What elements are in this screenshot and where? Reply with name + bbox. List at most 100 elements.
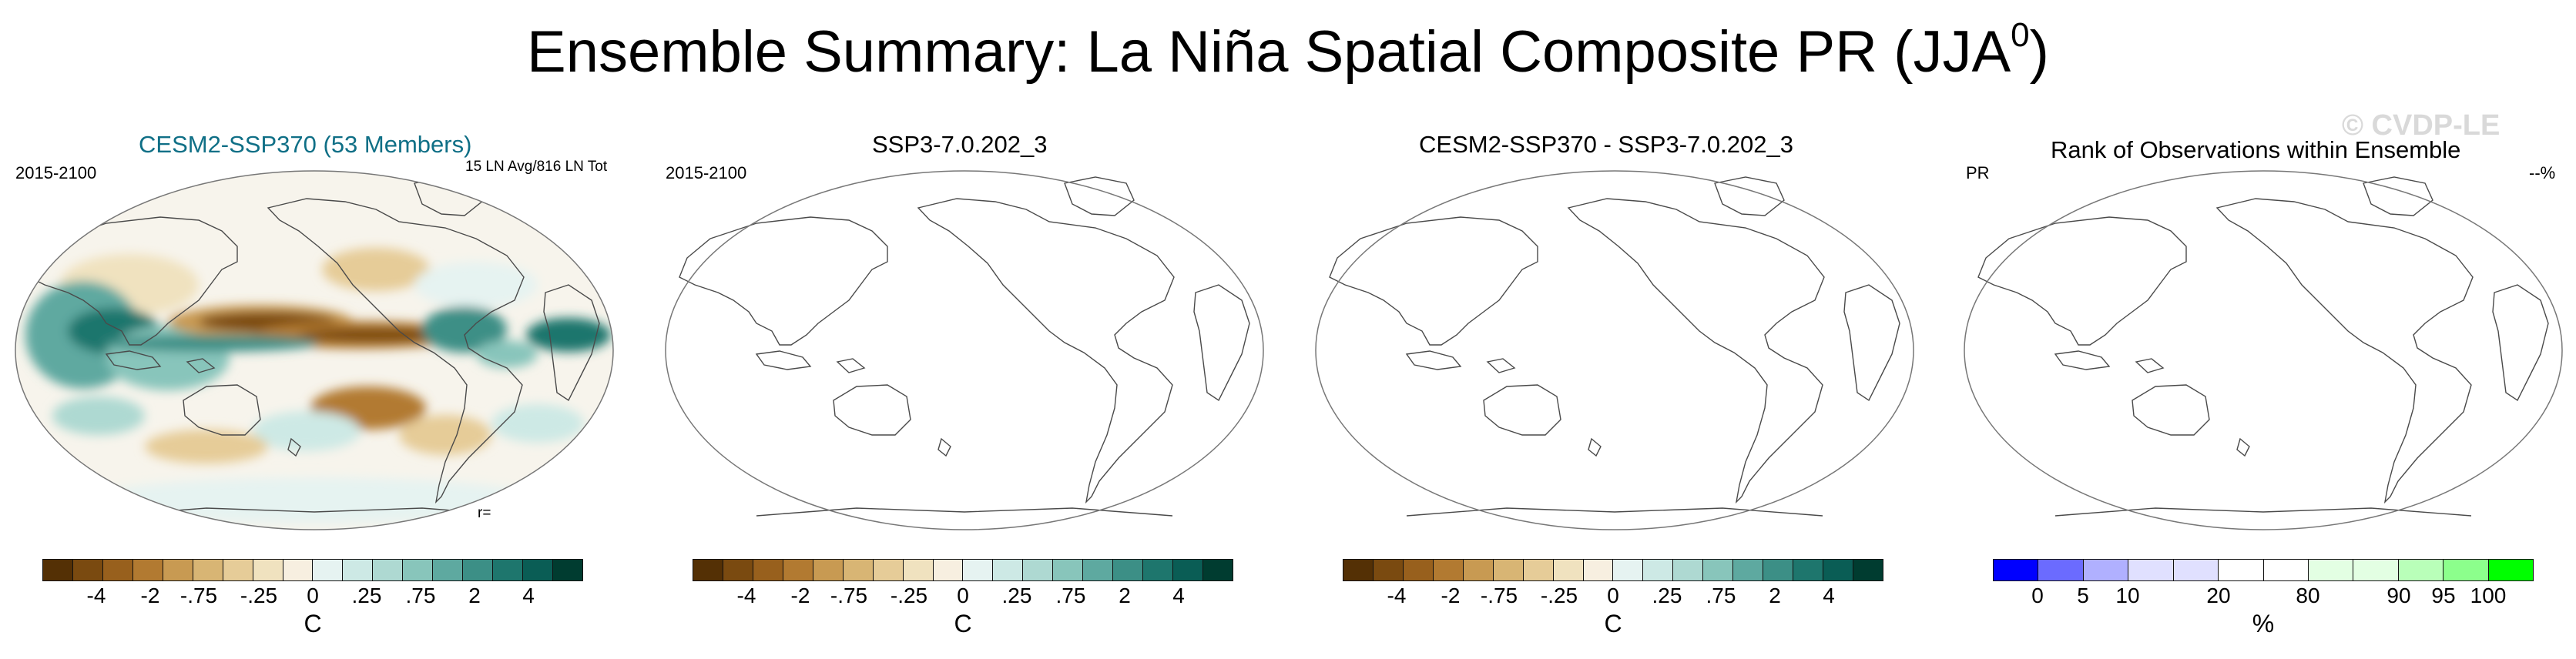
colorbar-swatch	[1732, 560, 1763, 580]
colorbar-swatch	[1522, 560, 1553, 580]
colorbar-tick-label: -2	[790, 584, 810, 607]
panel2-colorbar	[693, 559, 1233, 581]
panel2-left-label: 2015-2100	[666, 163, 747, 182]
coastlines	[1977, 176, 2549, 517]
colorbar-tick-label: -.75	[179, 584, 218, 607]
colorbar-swatch	[342, 560, 373, 580]
colorbar-tick-label: .25	[1652, 584, 1682, 607]
colorbar-tick-label: 4	[1172, 584, 1185, 607]
colorbar-swatch	[722, 560, 753, 580]
colorbar-swatch	[2038, 560, 2083, 580]
colorbar-swatch	[252, 560, 283, 580]
colorbar-tick-label: 80	[2296, 584, 2320, 607]
colorbar-swatch	[282, 560, 313, 580]
figure-title-text: Ensemble Summary: La Niña Spatial Compos…	[527, 19, 2011, 85]
colorbar-swatch	[1112, 560, 1143, 580]
colorbar-tick-label: 4	[1823, 584, 1835, 607]
colorbar-swatch	[72, 560, 102, 580]
colorbar-swatch	[1763, 560, 1793, 580]
colorbar-unit-label: %	[2252, 610, 2275, 637]
figure-title-superscript: 0	[2011, 16, 2030, 54]
colorbar-swatch	[693, 560, 723, 580]
colorbar-swatch	[552, 560, 582, 580]
colorbar-swatch	[1022, 560, 1053, 580]
colorbar-swatch	[782, 560, 813, 580]
colorbar-swatch	[522, 560, 552, 580]
colorbar-tick-label: 100	[2470, 584, 2507, 607]
panel3-colorbar	[1343, 559, 1883, 581]
colorbar-swatch	[43, 560, 72, 580]
colorbar-swatch	[1672, 560, 1703, 580]
colorbar-swatch	[1793, 560, 1823, 580]
colorbar-tick-label: .25	[351, 584, 382, 607]
colorbar-tick-label: -4	[736, 584, 756, 607]
colorbar-swatch	[1402, 560, 1433, 580]
colorbar-swatch	[222, 560, 253, 580]
colorbar-swatch	[402, 560, 433, 580]
panel4-colorbar	[1993, 559, 2534, 581]
colorbar-swatch	[2353, 560, 2398, 580]
colorbar-tick-label: 0	[957, 584, 969, 607]
colorbar-tick-label: -.75	[1480, 584, 1518, 607]
colorbar-tick-label: 10	[2115, 584, 2140, 607]
colorbar-swatch	[752, 560, 783, 580]
colorbar-tick-label: -.25	[240, 584, 278, 607]
colorbar-tick-label: 2	[1769, 584, 1781, 607]
colorbar-swatch	[1852, 560, 1883, 580]
colorbar-swatch	[2218, 560, 2263, 580]
colorbar-swatch	[1172, 560, 1202, 580]
colorbar-swatch	[312, 560, 343, 580]
colorbar-swatch	[462, 560, 493, 580]
figure-title: Ensemble Summary: La Niña Spatial Compos…	[0, 18, 2576, 82]
colorbar-swatch	[1372, 560, 1403, 580]
colorbar-swatch	[1642, 560, 1673, 580]
colorbar-swatch	[1462, 560, 1493, 580]
colorbar-swatch	[1052, 560, 1083, 580]
colorbar-swatch	[2307, 560, 2353, 580]
colorbar-swatch	[2172, 560, 2219, 580]
colorbar-swatch	[1823, 560, 1853, 580]
coastlines	[679, 176, 1250, 517]
colorbar-tick-label: 2	[1119, 584, 1131, 607]
colorbar-tick-label: .25	[1001, 584, 1032, 607]
figure-title-close: )	[2029, 19, 2049, 85]
colorbar-swatch	[1202, 560, 1233, 580]
colorbar-swatch	[1492, 560, 1523, 580]
colorbar-swatch	[432, 560, 463, 580]
colorbar-swatch	[1082, 560, 1113, 580]
colorbar-tick-label: -.25	[1540, 584, 1578, 607]
panel3-map	[1314, 169, 1915, 531]
panel1-left-label: 2015-2100	[15, 163, 97, 182]
colorbar-swatch	[162, 560, 193, 580]
colorbar-swatch	[2262, 560, 2308, 580]
panel1-title: CESM2-SSP370 (53 Members)	[139, 131, 472, 158]
colorbar-swatch	[962, 560, 993, 580]
colorbar-swatch	[372, 560, 403, 580]
colorbar-tick-label: 90	[2386, 584, 2411, 607]
colorbar-swatch	[1612, 560, 1643, 580]
colorbar-swatch	[102, 560, 132, 580]
colorbar-swatch	[992, 560, 1023, 580]
colorbar-tick-label: 5	[2077, 584, 2089, 607]
colorbar-unit-label: C	[1604, 610, 1622, 637]
panel3-title: CESM2-SSP370 - SSP3-7.0.202_3	[1419, 131, 1793, 158]
panel2-map	[664, 169, 1265, 531]
colorbar-tick-label: -2	[140, 584, 160, 607]
colorbar-swatch	[932, 560, 963, 580]
colorbar-unit-label: C	[954, 610, 972, 637]
panel1-colorbar	[42, 559, 583, 581]
colorbar-tick-label: 0	[2031, 584, 2044, 607]
colorbar-tick-label: -2	[1441, 584, 1461, 607]
coastlines	[1329, 176, 1900, 517]
panel1-bottom-label: r=	[478, 505, 491, 521]
colorbar-swatch	[842, 560, 873, 580]
colorbar-tick-label: -4	[1387, 584, 1407, 607]
colorbar-tick-label: 95	[2431, 584, 2456, 607]
colorbar-swatch	[1702, 560, 1733, 580]
colorbar-tick-label: 20	[2206, 584, 2231, 607]
colorbar-swatch	[1343, 560, 1373, 580]
colorbar-swatch	[1432, 560, 1463, 580]
colorbar-swatch	[1552, 560, 1583, 580]
panel4-title: Rank of Observations within Ensemble	[2051, 136, 2461, 163]
colorbar-swatch	[2397, 560, 2444, 580]
